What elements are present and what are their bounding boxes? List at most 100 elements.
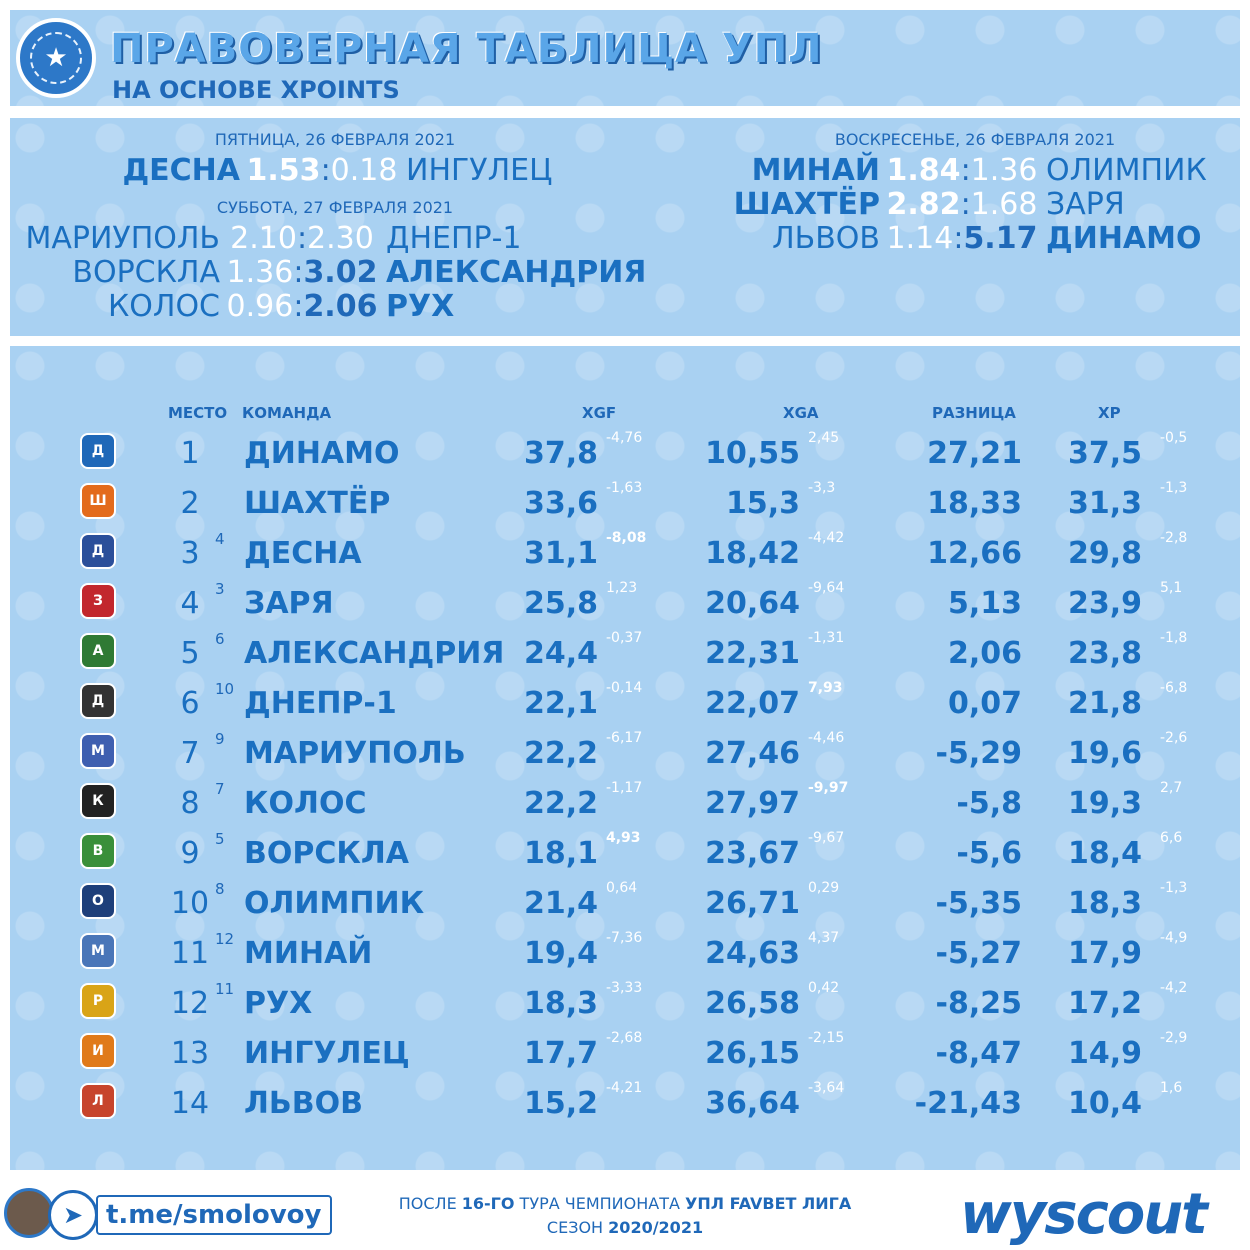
rank-value: 2	[180, 486, 200, 521]
xp-delta: 2,7	[1160, 780, 1183, 796]
table-row: Д 1 ДИНАМО 37,8 -4,76 10,55 2,45 27,21 37,5 -0,5	[10, 428, 1240, 478]
xgf-value: 19,4	[523, 936, 598, 971]
xgf-delta: -0,14	[606, 680, 643, 696]
match-home-team: ВОРСКЛА	[72, 255, 220, 290]
xga-value: 26,15	[705, 1036, 800, 1071]
xga-delta: -3,3	[808, 480, 836, 496]
xgf-delta: -7,36	[606, 930, 643, 946]
header-xp: XP	[1098, 404, 1121, 422]
table-row: К 8 7 КОЛОС 22,2 -1,17 27,97 -9,97 -5,8 19,3 2,7	[10, 778, 1240, 828]
xga-value: 15,3	[725, 486, 800, 521]
match-score: 1.36:3.02	[222, 256, 382, 290]
xgf-value: 31,1	[523, 536, 598, 571]
match-6: ШАХТЁР 2.82:1.68 ЗАРЯ	[10, 188, 1240, 222]
match-score: 2.82:1.68	[882, 188, 1042, 222]
team-crest-icon: З	[80, 583, 116, 619]
team-crest-icon: М	[80, 933, 116, 969]
score-separator: :	[953, 221, 964, 256]
xga-value: 27,46	[705, 736, 800, 771]
previous-rank: 12	[215, 930, 235, 948]
xga-value: 36,64	[705, 1086, 800, 1121]
xga-value: 10,55	[705, 436, 800, 471]
xp-delta: -2,8	[1160, 530, 1188, 546]
xga-value: 22,31	[705, 636, 800, 671]
xp-delta: 1,6	[1160, 1080, 1183, 1096]
xgf-value: 18,3	[523, 986, 598, 1021]
previous-rank: 9	[215, 730, 225, 748]
match-away-team: ОЛИМПИК	[1046, 153, 1207, 188]
xp-value: 21,8	[1067, 686, 1142, 721]
match-home-team: КОЛОС	[107, 289, 220, 324]
home-xg: 2.82	[886, 187, 961, 222]
table-row: В 9 5 ВОРСКЛА 18,1 4,93 23,67 -9,67 -5,6 18,4 6,6	[10, 828, 1240, 878]
xp-value: 23,8	[1067, 636, 1142, 671]
team-name: ЗАРЯ	[244, 586, 334, 621]
xp-delta: -0,5	[1160, 430, 1188, 446]
away-xg: 3.02	[303, 255, 378, 290]
score-separator: :	[293, 289, 304, 324]
rank-value: 3	[180, 536, 200, 571]
xga-value: 23,67	[705, 836, 800, 871]
xp-value: 19,3	[1067, 786, 1142, 821]
home-xg: 2.10	[230, 221, 297, 256]
footer-note: ПОСЛЕ 16-ГО ТУРА ЧЕМПИОНАТА УПЛ FAVBET Л…	[340, 1194, 910, 1213]
table-row: Р 12 11 РУХ 18,3 -3,33 26,58 0,42 -8,25 17,2 -4,2	[10, 978, 1240, 1028]
match-5: МИНАЙ 1.84:1.36 ОЛИМПИК	[10, 154, 1240, 188]
rank-value: 7	[180, 736, 200, 771]
xg-difference: 18,33	[927, 486, 1022, 521]
day-label-friday: ПЯТНИЦА, 26 ФЕВРАЛЯ 2021	[214, 130, 456, 149]
away-xg: 1.36	[970, 153, 1038, 188]
score-separator: :	[293, 255, 304, 290]
xgf-delta: -6,17	[606, 730, 643, 746]
rank-value: 1	[180, 436, 200, 471]
away-xg: 5.17	[963, 221, 1038, 256]
team-name: КОЛОС	[244, 786, 367, 821]
match-away-team: ИНГУЛЕЦ	[406, 153, 553, 188]
match-4: КОЛОС 0.96:2.06 РУХ	[10, 290, 1240, 324]
xgf-delta: 1,23	[606, 580, 638, 596]
xga-value: 20,64	[705, 586, 800, 621]
day-label-sunday: ВОСКРЕСЕНЬЕ, 26 ФЕВРАЛЯ 2021	[834, 130, 1116, 149]
match-away-team: РУХ	[386, 289, 455, 324]
footer-note-prefix: ПОСЛЕ	[398, 1194, 462, 1213]
rank-value: 9	[180, 836, 200, 871]
table-row: З 4 3 ЗАРЯ 25,8 1,23 20,64 -9,64 5,13 23,9 5,1	[10, 578, 1240, 628]
league-logo: ★	[16, 18, 96, 98]
xp-delta: 6,6	[1160, 830, 1183, 846]
team-crest-icon: Д	[80, 683, 116, 719]
match-away-team: ЗАРЯ	[1046, 187, 1125, 222]
xgf-delta: -4,76	[606, 430, 643, 446]
home-xg: 1.36	[226, 255, 294, 290]
page-title: ПРАВОВЕРНАЯ ТАБЛИЦА УПЛ	[110, 26, 823, 72]
match-score: 1.14:5.17	[882, 222, 1042, 256]
xp-value: 18,3	[1067, 886, 1142, 921]
table-row: Ш 2 ШАХТЁР 33,6 -1,63 15,3 -3,3 18,33 31,3 -1,3	[10, 478, 1240, 528]
team-name: ДИНАМО	[244, 436, 400, 471]
away-xg: 2.30	[307, 221, 374, 256]
header-place: МЕСТО	[168, 404, 228, 422]
xgf-delta: -2,68	[606, 1030, 643, 1046]
footer-season-value: 2020/2021	[608, 1218, 704, 1237]
xgf-delta: -1,63	[606, 480, 643, 496]
xgf-value: 22,2	[523, 736, 598, 771]
rank-value: 10	[170, 886, 210, 921]
footer: ➤ t.me/smolovoy ПОСЛЕ 16-ГО ТУРА ЧЕМПИОН…	[0, 1180, 1250, 1250]
score-separator: :	[960, 153, 971, 188]
rank-value: 5	[180, 636, 200, 671]
table-row: Л 14 ЛЬВОВ 15,2 -4,21 36,64 -3,64 -21,43 10,4 1,6	[10, 1078, 1240, 1128]
match-home-team: ДЕСНА	[122, 153, 240, 188]
telegram-icon[interactable]: ➤	[48, 1190, 98, 1240]
xp-value: 17,2	[1067, 986, 1142, 1021]
rank-value: 14	[170, 1086, 210, 1121]
xga-delta: 0,29	[808, 880, 840, 896]
xgf-value: 22,1	[523, 686, 598, 721]
team-name: РУХ	[244, 986, 313, 1021]
team-name: ЛЬВОВ	[244, 1086, 364, 1121]
match-home-team: ЛЬВОВ	[772, 221, 880, 256]
telegram-link[interactable]: t.me/smolovoy	[96, 1195, 332, 1235]
team-crest-icon: Р	[80, 983, 116, 1019]
xgf-value: 37,8	[523, 436, 598, 471]
xgf-delta: -0,37	[606, 630, 643, 646]
team-crest-icon: К	[80, 783, 116, 819]
xga-delta: 4,37	[808, 930, 840, 946]
